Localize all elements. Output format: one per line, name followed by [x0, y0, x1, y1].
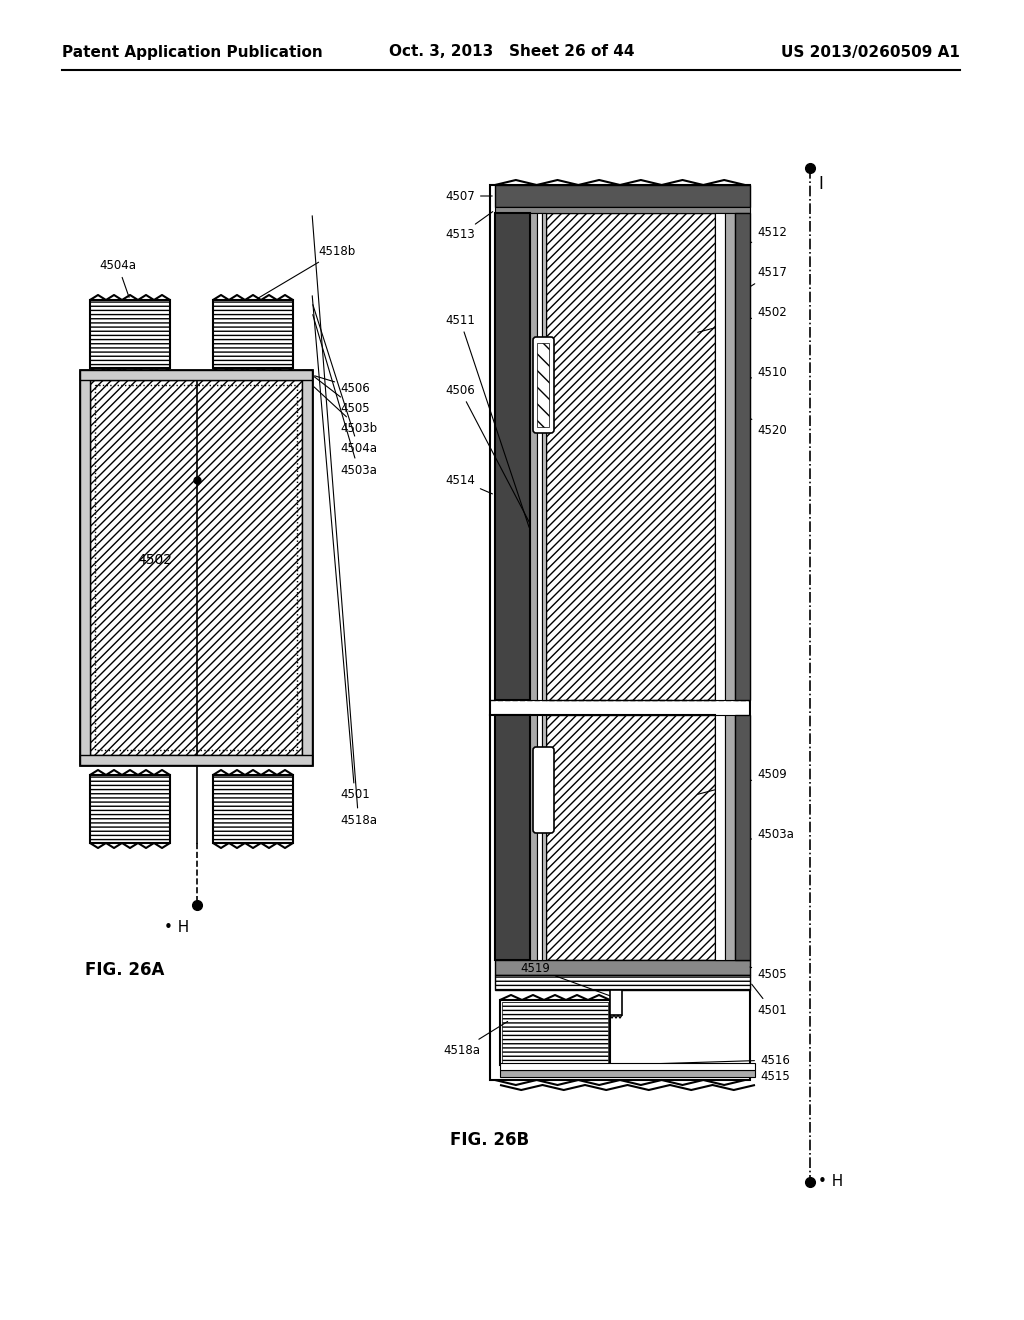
Text: US 2013/0260509 A1: US 2013/0260509 A1 — [781, 45, 961, 59]
Text: 4515: 4515 — [553, 1071, 790, 1084]
Text: 4503b: 4503b — [314, 387, 377, 434]
Bar — [502, 1002, 608, 1063]
Text: 4517: 4517 — [742, 267, 786, 292]
Bar — [495, 960, 750, 975]
Text: 4502: 4502 — [137, 553, 172, 568]
Bar — [537, 715, 542, 960]
Bar — [610, 990, 622, 1015]
Text: 4501: 4501 — [312, 296, 370, 801]
Text: • H: • H — [165, 920, 189, 936]
Text: 4502: 4502 — [697, 306, 786, 333]
Text: I: I — [818, 176, 823, 193]
FancyBboxPatch shape — [534, 337, 554, 433]
Text: 4504a: 4504a — [99, 259, 136, 297]
Text: 4512: 4512 — [750, 227, 786, 243]
Text: 4507: 4507 — [445, 190, 493, 202]
Bar — [80, 370, 90, 766]
Text: 4506: 4506 — [314, 376, 370, 395]
Bar — [213, 775, 293, 843]
Bar — [530, 715, 537, 960]
Text: 4505: 4505 — [750, 968, 786, 982]
Bar — [542, 715, 546, 960]
Text: 4511: 4511 — [445, 314, 529, 528]
Text: 4518a: 4518a — [443, 1022, 508, 1056]
Text: Oct. 3, 2013   Sheet 26 of 44: Oct. 3, 2013 Sheet 26 of 44 — [389, 45, 635, 59]
Bar — [495, 975, 750, 990]
Bar — [80, 370, 312, 766]
Text: 4513: 4513 — [445, 211, 493, 242]
Bar — [90, 380, 302, 755]
Bar — [495, 185, 750, 207]
Text: 4518a: 4518a — [312, 215, 377, 826]
Text: 4514: 4514 — [445, 474, 493, 494]
Text: 4503a: 4503a — [718, 829, 794, 845]
Bar — [546, 213, 715, 700]
Bar — [495, 715, 530, 960]
Text: 4518b: 4518b — [257, 246, 355, 298]
Bar — [500, 1001, 610, 1065]
Text: • H: • H — [818, 1175, 843, 1189]
Bar — [715, 213, 725, 700]
Text: Patent Application Publication: Patent Application Publication — [62, 45, 323, 59]
Bar — [495, 207, 750, 213]
Bar — [90, 775, 170, 843]
FancyBboxPatch shape — [534, 747, 554, 833]
Bar — [80, 755, 312, 766]
Bar — [80, 370, 312, 380]
Bar — [715, 715, 725, 960]
Bar — [542, 213, 546, 700]
Text: 4505: 4505 — [314, 376, 370, 414]
Bar — [302, 370, 312, 766]
Bar — [490, 185, 750, 1080]
Text: 4501: 4501 — [752, 985, 786, 1016]
Bar — [537, 343, 549, 426]
Bar — [735, 213, 750, 700]
Text: 4510: 4510 — [733, 367, 786, 383]
Bar — [725, 715, 735, 960]
Bar — [537, 213, 542, 700]
Text: 4506: 4506 — [445, 384, 536, 535]
Bar — [530, 213, 537, 700]
Text: 4520: 4520 — [718, 401, 786, 437]
Bar — [95, 385, 297, 750]
Bar — [90, 300, 170, 368]
Bar — [500, 1071, 755, 1077]
Bar — [725, 213, 735, 700]
Text: 4509: 4509 — [697, 768, 786, 795]
Text: FIG. 26A: FIG. 26A — [85, 961, 165, 979]
Text: 4519: 4519 — [520, 962, 613, 997]
Bar — [735, 715, 750, 960]
Bar — [546, 715, 715, 960]
Bar — [500, 1063, 755, 1071]
Bar — [213, 300, 293, 368]
Text: FIG. 26B: FIG. 26B — [450, 1131, 529, 1148]
Text: 4504a: 4504a — [313, 305, 377, 454]
Text: 4516: 4516 — [553, 1053, 790, 1067]
Bar — [495, 213, 530, 700]
Text: 4503a: 4503a — [312, 314, 377, 477]
